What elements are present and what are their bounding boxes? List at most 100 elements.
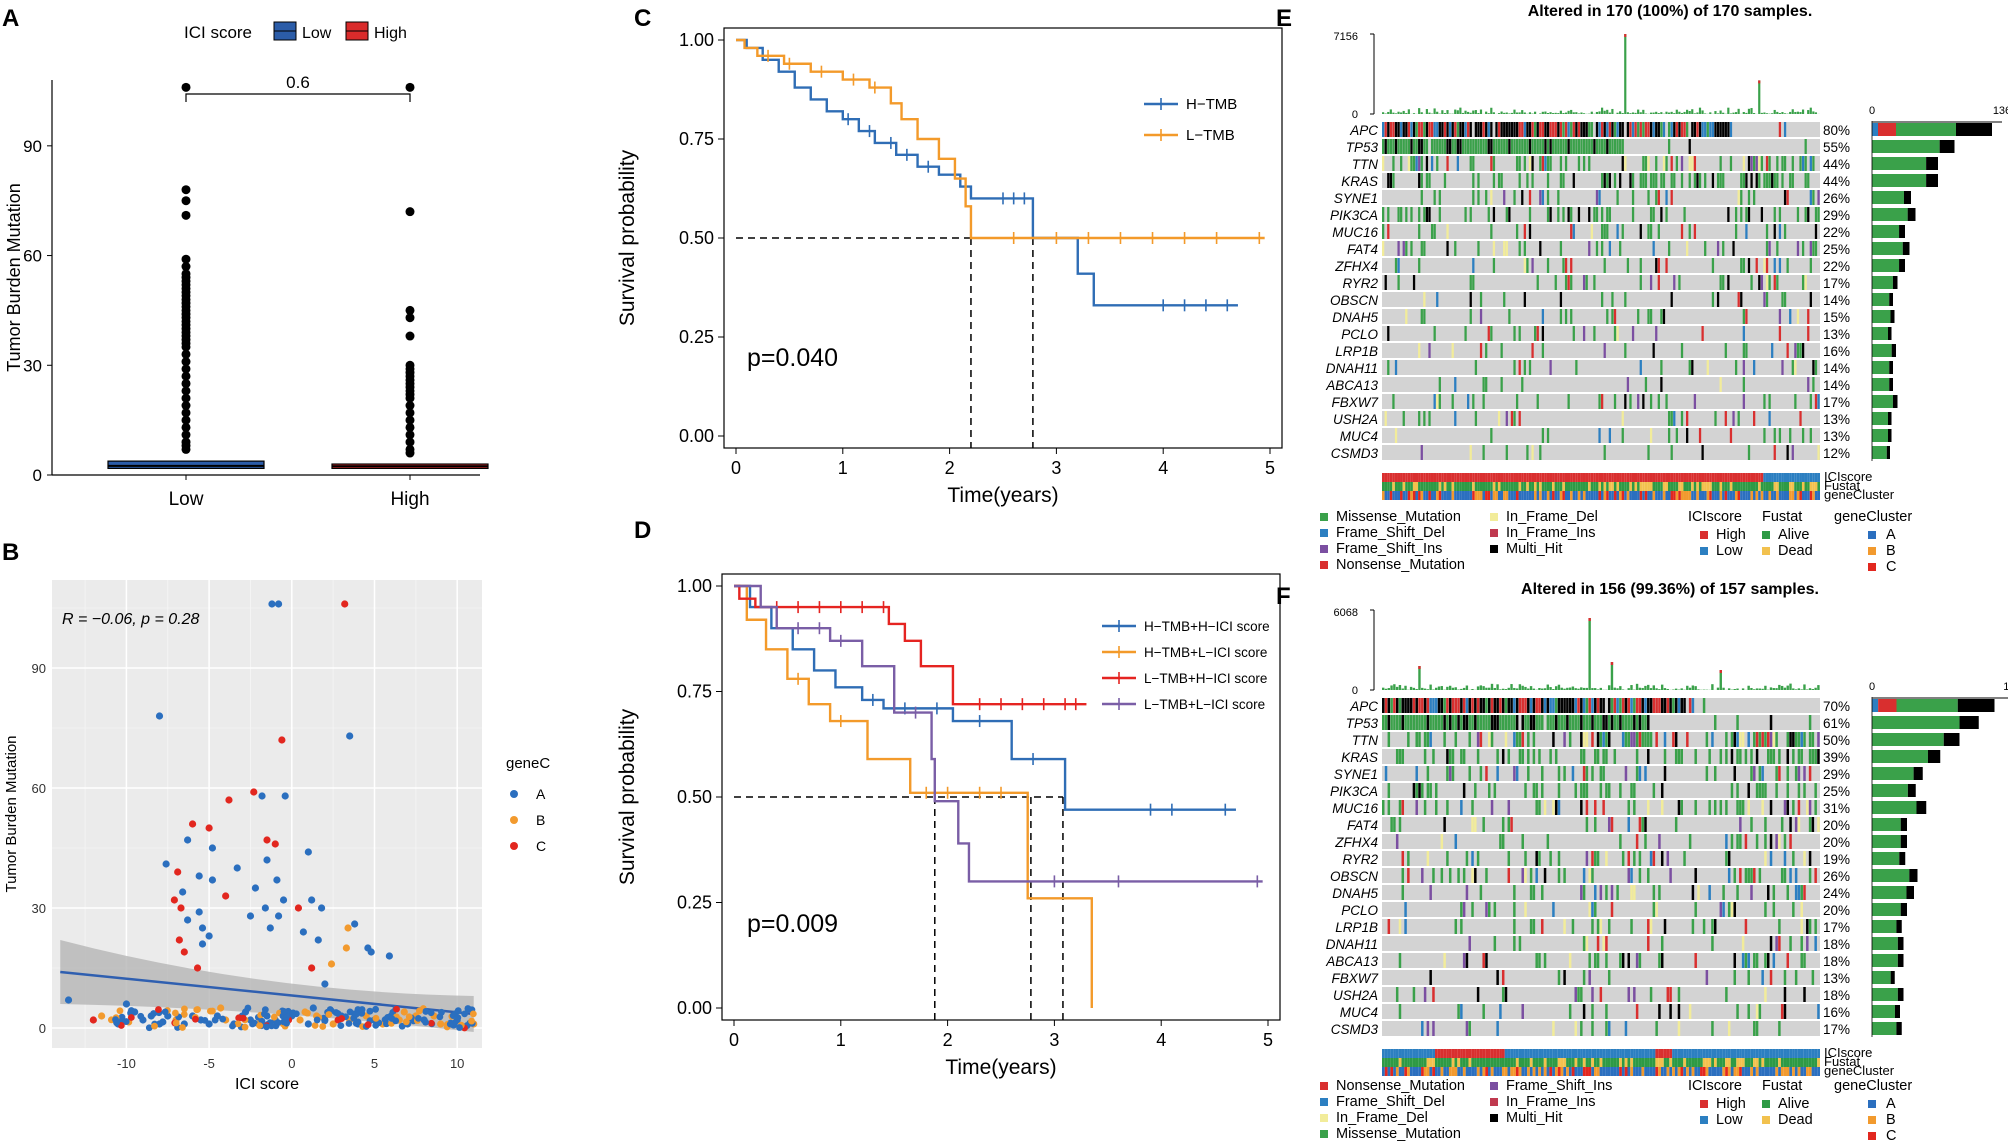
top-bar bbox=[1394, 113, 1398, 114]
track-fustat bbox=[1410, 482, 1413, 491]
mutation-cell bbox=[1407, 156, 1411, 171]
mutation-cell bbox=[1536, 326, 1539, 341]
mutation-cell bbox=[1501, 817, 1505, 832]
scatter-point bbox=[208, 844, 217, 852]
mutation-cell bbox=[1477, 139, 1480, 154]
track-fustat bbox=[1649, 482, 1653, 491]
percent-label: 31% bbox=[1823, 801, 1850, 816]
track-fustat bbox=[1626, 482, 1630, 491]
gene-label: FBXW7 bbox=[1331, 395, 1378, 410]
mutation-cell bbox=[1680, 411, 1684, 426]
scatter-point bbox=[342, 944, 350, 952]
top-bar bbox=[1644, 685, 1647, 690]
mutation-cell bbox=[1786, 190, 1789, 205]
top-bar bbox=[1446, 110, 1449, 114]
mutation-cell bbox=[1490, 122, 1493, 137]
top-bar bbox=[1436, 111, 1439, 114]
track-genecluster bbox=[1616, 491, 1620, 500]
track-icscore bbox=[1697, 1049, 1701, 1058]
mutation-cell bbox=[1559, 241, 1563, 256]
mutation-cell bbox=[1387, 173, 1390, 188]
mutation-cell bbox=[1405, 122, 1408, 137]
top-bar bbox=[1580, 112, 1583, 114]
track-icscore bbox=[1638, 1049, 1642, 1058]
track-icscore bbox=[1713, 1049, 1717, 1058]
track-genecluster bbox=[1669, 1067, 1673, 1076]
mutation-cell bbox=[1772, 885, 1776, 900]
mutation-cell bbox=[1382, 139, 1385, 154]
top-bar bbox=[1619, 111, 1622, 114]
mutation-cell bbox=[1437, 698, 1441, 713]
track-genecluster bbox=[1564, 491, 1568, 500]
mutation-cell bbox=[1580, 885, 1583, 900]
mutation-cell bbox=[1433, 139, 1436, 154]
scatter-point bbox=[268, 600, 276, 608]
frequency-bar bbox=[1889, 378, 1893, 391]
mutation-cell bbox=[1635, 1004, 1639, 1019]
mutation-cell bbox=[1518, 749, 1522, 764]
mutation-cell bbox=[1387, 698, 1391, 713]
top-bar bbox=[1670, 111, 1673, 114]
mutation-cell bbox=[1451, 766, 1455, 781]
mutation-cell bbox=[1421, 698, 1424, 713]
track-genecluster bbox=[1747, 1067, 1751, 1076]
mutation-cell bbox=[1457, 868, 1460, 883]
track-fustat bbox=[1686, 1058, 1689, 1067]
mutation-cell bbox=[1704, 241, 1707, 256]
track-fustat bbox=[1775, 1058, 1779, 1067]
mutation-cell bbox=[1803, 783, 1806, 798]
track-icscore bbox=[1482, 1049, 1486, 1058]
mutation-cell bbox=[1670, 411, 1673, 426]
mutation-cell bbox=[1426, 783, 1430, 798]
mutation-cell bbox=[1633, 800, 1636, 815]
track-fustat bbox=[1488, 1058, 1491, 1067]
mutation-cell bbox=[1523, 360, 1526, 375]
track-genecluster bbox=[1635, 1067, 1639, 1076]
track-fustat bbox=[1588, 1058, 1592, 1067]
mutation-cell bbox=[1596, 732, 1600, 747]
track-icscore bbox=[1789, 473, 1792, 482]
track-icscore bbox=[1727, 1049, 1731, 1058]
track-fustat bbox=[1591, 1058, 1595, 1067]
mutation-cell bbox=[1577, 207, 1581, 222]
legend-label: Frame_Shift_Ins bbox=[1336, 541, 1442, 557]
mutation-cell bbox=[1596, 749, 1600, 764]
track-icscore bbox=[1644, 473, 1648, 482]
mutation-cell bbox=[1624, 1021, 1628, 1036]
mutation-cell bbox=[1750, 868, 1753, 883]
mutation-cell bbox=[1513, 122, 1516, 137]
gene-row-background bbox=[1382, 428, 1820, 443]
mutation-cell bbox=[1814, 919, 1817, 934]
mutation-cell bbox=[1535, 953, 1538, 968]
mutation-cell bbox=[1657, 275, 1660, 290]
mutation-cell bbox=[1708, 800, 1711, 815]
mutation-cell bbox=[1482, 139, 1485, 154]
track-genecluster bbox=[1605, 1067, 1608, 1076]
mutation-cell bbox=[1521, 139, 1524, 154]
mutation-cell bbox=[1563, 766, 1566, 781]
track-genecluster bbox=[1451, 491, 1455, 500]
mutation-cell bbox=[1803, 953, 1806, 968]
mutation-cell bbox=[1633, 715, 1636, 730]
track-genecluster bbox=[1691, 491, 1694, 500]
mutation-cell bbox=[1488, 698, 1491, 713]
track-genecluster bbox=[1456, 491, 1460, 500]
track-icscore bbox=[1602, 1049, 1606, 1058]
track-genecluster bbox=[1415, 1067, 1419, 1076]
mutation-cell bbox=[1655, 122, 1658, 137]
mutation-cell bbox=[1741, 953, 1745, 968]
mutation-cell bbox=[1582, 122, 1586, 137]
mutation-cell bbox=[1745, 224, 1748, 239]
mutation-cell bbox=[1750, 156, 1753, 171]
mutation-cell bbox=[1806, 919, 1809, 934]
mutation-cell bbox=[1557, 207, 1560, 222]
track-fustat bbox=[1716, 1058, 1720, 1067]
track-icscore bbox=[1624, 473, 1627, 482]
mutation-cell bbox=[1601, 207, 1604, 222]
mutation-cell bbox=[1714, 411, 1717, 426]
track-genecluster bbox=[1387, 1067, 1391, 1076]
track-genecluster bbox=[1479, 491, 1483, 500]
mutation-cell bbox=[1631, 326, 1635, 341]
track-genecluster bbox=[1634, 491, 1638, 500]
legend-title: ICIscore bbox=[1688, 1078, 1742, 1094]
